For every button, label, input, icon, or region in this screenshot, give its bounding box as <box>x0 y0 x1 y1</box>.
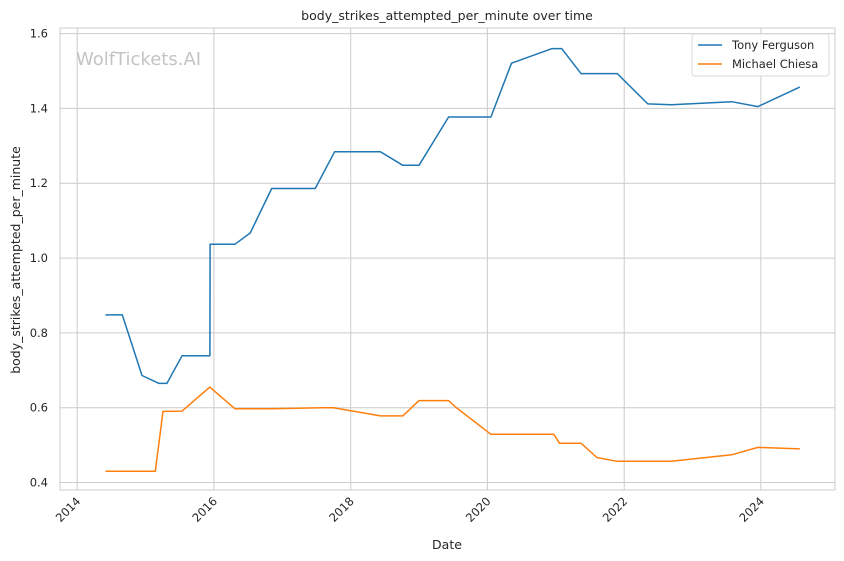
y-tick-label: 0.6 <box>30 401 48 415</box>
series-line-tony-ferguson <box>105 47 801 385</box>
y-tick-label: 1.6 <box>30 27 48 41</box>
x-tick-label: 2022 <box>600 494 631 525</box>
legend-label: Tony Ferguson <box>731 38 814 52</box>
watermark: WolfTickets.AI <box>76 49 201 70</box>
y-tick-label: 0.4 <box>30 476 48 490</box>
chart-title: body_strikes_attempted_per_minute over t… <box>301 8 593 23</box>
y-axis-label: body_strikes_attempted_per_minute <box>8 146 23 374</box>
y-tick-label: 1.4 <box>30 101 48 115</box>
y-axis-ticks: 0.4 0.6 0.8 1.0 1.2 1.4 1.6 <box>30 27 48 490</box>
grid <box>60 28 835 490</box>
y-tick-label: 0.8 <box>30 326 48 340</box>
y-tick-label: 1.2 <box>30 176 48 190</box>
plot-area-frame <box>59 27 836 491</box>
x-tick-label: 2014 <box>53 494 84 525</box>
series-line-michael-chiesa <box>105 386 800 473</box>
x-axis-label: Date <box>432 537 462 552</box>
x-tick-label: 2016 <box>189 494 220 525</box>
x-tick-label: 2020 <box>463 494 494 525</box>
legend-label: Michael Chiesa <box>732 57 818 71</box>
series-lines <box>105 47 801 473</box>
x-axis-ticks: 2014 2016 2018 2020 2022 2024 <box>53 494 767 525</box>
x-tick-label: 2018 <box>326 494 357 525</box>
legend: Tony Ferguson Michael Chiesa <box>691 33 830 77</box>
x-tick-label: 2024 <box>736 494 767 525</box>
legend-box <box>691 33 830 77</box>
y-tick-label: 1.0 <box>30 251 48 265</box>
